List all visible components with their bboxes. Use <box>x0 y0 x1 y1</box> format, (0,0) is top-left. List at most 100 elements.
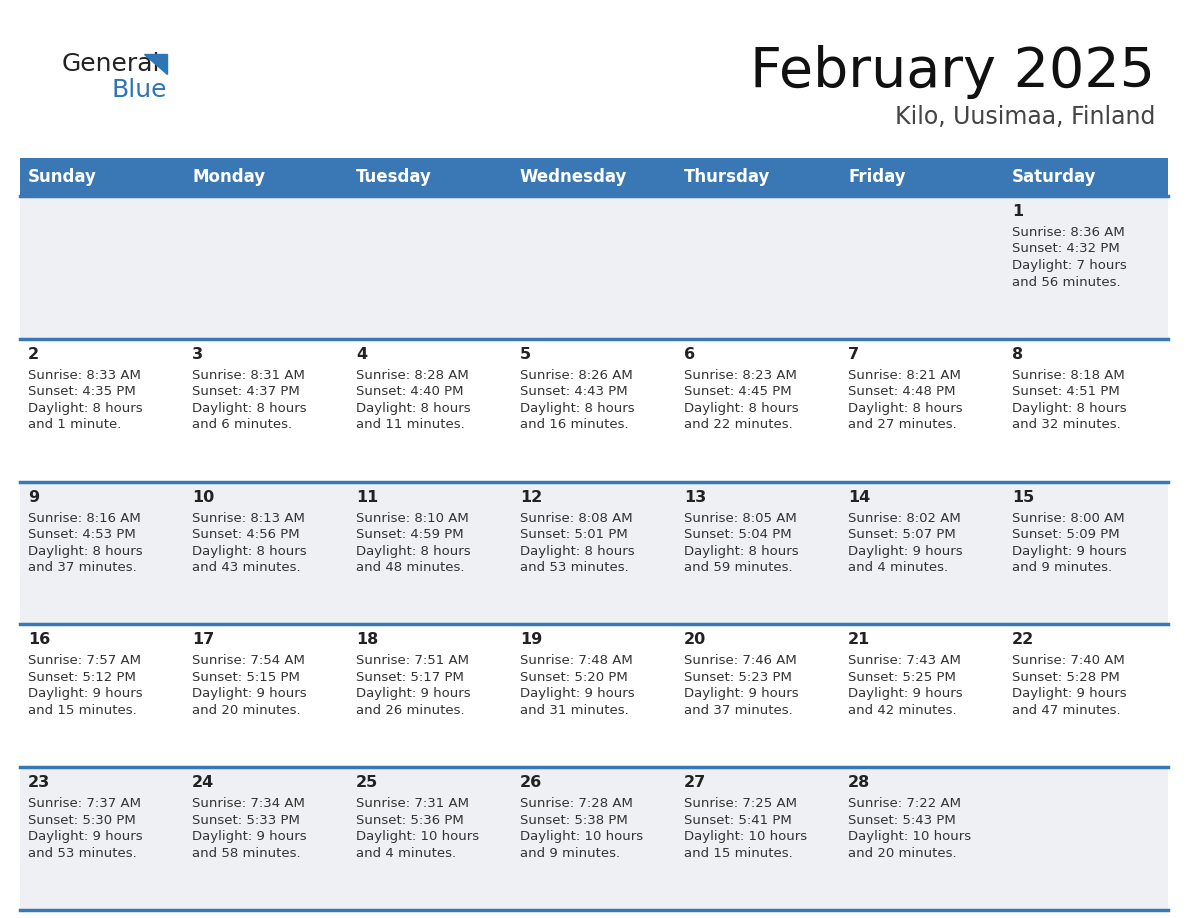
Text: Daylight: 9 hours: Daylight: 9 hours <box>684 688 798 700</box>
Bar <box>676 158 840 196</box>
Text: Daylight: 8 hours: Daylight: 8 hours <box>356 402 470 415</box>
Bar <box>20 624 184 767</box>
Text: 27: 27 <box>684 775 706 790</box>
Text: Daylight: 8 hours: Daylight: 8 hours <box>29 544 143 557</box>
Text: Friday: Friday <box>848 168 905 186</box>
Text: Daylight: 9 hours: Daylight: 9 hours <box>192 688 307 700</box>
Bar <box>676 624 840 767</box>
Bar <box>184 158 348 196</box>
Text: Daylight: 9 hours: Daylight: 9 hours <box>29 688 143 700</box>
Bar <box>348 767 512 910</box>
Text: and 15 minutes.: and 15 minutes. <box>684 846 792 859</box>
Bar <box>512 482 676 624</box>
Text: Sunset: 4:35 PM: Sunset: 4:35 PM <box>29 386 135 398</box>
Text: 9: 9 <box>29 489 39 505</box>
Text: Sunset: 4:43 PM: Sunset: 4:43 PM <box>520 386 627 398</box>
Text: and 11 minutes.: and 11 minutes. <box>356 419 465 431</box>
Text: Daylight: 9 hours: Daylight: 9 hours <box>520 688 634 700</box>
Bar <box>20 196 184 339</box>
Text: and 1 minute.: and 1 minute. <box>29 419 121 431</box>
Text: and 6 minutes.: and 6 minutes. <box>192 419 292 431</box>
Text: and 31 minutes.: and 31 minutes. <box>520 704 628 717</box>
Text: 28: 28 <box>848 775 871 790</box>
Text: General: General <box>62 52 160 76</box>
Text: Sunset: 4:45 PM: Sunset: 4:45 PM <box>684 386 791 398</box>
Text: Sunset: 5:30 PM: Sunset: 5:30 PM <box>29 813 135 827</box>
Text: Sunset: 5:17 PM: Sunset: 5:17 PM <box>356 671 463 684</box>
Text: Sunset: 4:40 PM: Sunset: 4:40 PM <box>356 386 463 398</box>
Text: and 32 minutes.: and 32 minutes. <box>1012 419 1120 431</box>
Bar <box>348 339 512 482</box>
Text: Daylight: 8 hours: Daylight: 8 hours <box>356 544 470 557</box>
Text: Sunrise: 8:08 AM: Sunrise: 8:08 AM <box>520 511 633 524</box>
Text: 18: 18 <box>356 633 378 647</box>
Text: Daylight: 8 hours: Daylight: 8 hours <box>520 402 634 415</box>
Bar <box>676 482 840 624</box>
Text: Sunset: 5:01 PM: Sunset: 5:01 PM <box>520 528 627 541</box>
Text: and 16 minutes.: and 16 minutes. <box>520 419 628 431</box>
Text: Sunset: 5:36 PM: Sunset: 5:36 PM <box>356 813 463 827</box>
Text: Daylight: 8 hours: Daylight: 8 hours <box>29 402 143 415</box>
Text: Sunrise: 8:28 AM: Sunrise: 8:28 AM <box>356 369 469 382</box>
Bar <box>512 196 676 339</box>
Bar <box>184 196 348 339</box>
Text: 25: 25 <box>356 775 378 790</box>
Bar <box>840 158 1004 196</box>
Text: Sunrise: 7:46 AM: Sunrise: 7:46 AM <box>684 655 797 667</box>
Text: Sunset: 5:38 PM: Sunset: 5:38 PM <box>520 813 627 827</box>
Bar <box>348 482 512 624</box>
Text: Daylight: 8 hours: Daylight: 8 hours <box>684 402 798 415</box>
Text: 16: 16 <box>29 633 50 647</box>
Text: Sunrise: 8:36 AM: Sunrise: 8:36 AM <box>1012 226 1125 239</box>
Text: 12: 12 <box>520 489 542 505</box>
Text: Daylight: 8 hours: Daylight: 8 hours <box>848 402 962 415</box>
Text: and 22 minutes.: and 22 minutes. <box>684 419 792 431</box>
Text: Sunrise: 7:37 AM: Sunrise: 7:37 AM <box>29 797 141 811</box>
Bar <box>840 482 1004 624</box>
Text: Sunrise: 8:21 AM: Sunrise: 8:21 AM <box>848 369 961 382</box>
Text: and 9 minutes.: and 9 minutes. <box>1012 561 1112 574</box>
Bar <box>1004 158 1168 196</box>
Text: and 58 minutes.: and 58 minutes. <box>192 846 301 859</box>
Text: Tuesday: Tuesday <box>356 168 432 186</box>
Text: Wednesday: Wednesday <box>520 168 627 186</box>
Bar <box>840 339 1004 482</box>
Text: Daylight: 9 hours: Daylight: 9 hours <box>192 830 307 844</box>
Text: Sunrise: 8:02 AM: Sunrise: 8:02 AM <box>848 511 961 524</box>
Text: 3: 3 <box>192 347 203 362</box>
Bar <box>20 767 184 910</box>
Bar <box>348 158 512 196</box>
Bar <box>184 482 348 624</box>
Text: and 4 minutes.: and 4 minutes. <box>848 561 948 574</box>
Text: Daylight: 8 hours: Daylight: 8 hours <box>1012 402 1126 415</box>
Text: Sunset: 5:12 PM: Sunset: 5:12 PM <box>29 671 135 684</box>
Text: and 9 minutes.: and 9 minutes. <box>520 846 620 859</box>
Text: Sunset: 5:09 PM: Sunset: 5:09 PM <box>1012 528 1119 541</box>
Bar <box>676 767 840 910</box>
Text: 6: 6 <box>684 347 695 362</box>
Bar <box>840 624 1004 767</box>
Bar <box>676 339 840 482</box>
Text: 24: 24 <box>192 775 214 790</box>
Text: and 27 minutes.: and 27 minutes. <box>848 419 956 431</box>
Bar <box>20 158 184 196</box>
Text: Daylight: 9 hours: Daylight: 9 hours <box>848 688 962 700</box>
Bar <box>184 339 348 482</box>
Text: 10: 10 <box>192 489 214 505</box>
Text: Sunset: 4:37 PM: Sunset: 4:37 PM <box>192 386 299 398</box>
Text: Daylight: 9 hours: Daylight: 9 hours <box>29 830 143 844</box>
Text: Sunset: 4:56 PM: Sunset: 4:56 PM <box>192 528 299 541</box>
Text: Sunrise: 7:22 AM: Sunrise: 7:22 AM <box>848 797 961 811</box>
Text: Daylight: 9 hours: Daylight: 9 hours <box>356 688 470 700</box>
Text: 19: 19 <box>520 633 542 647</box>
Text: 11: 11 <box>356 489 378 505</box>
Bar <box>348 624 512 767</box>
Text: Sunset: 5:04 PM: Sunset: 5:04 PM <box>684 528 791 541</box>
Text: 5: 5 <box>520 347 531 362</box>
Text: Sunset: 4:48 PM: Sunset: 4:48 PM <box>848 386 955 398</box>
Text: Sunrise: 8:23 AM: Sunrise: 8:23 AM <box>684 369 797 382</box>
Text: 17: 17 <box>192 633 214 647</box>
Text: Sunset: 4:51 PM: Sunset: 4:51 PM <box>1012 386 1120 398</box>
Text: Sunset: 5:25 PM: Sunset: 5:25 PM <box>848 671 956 684</box>
Bar <box>512 339 676 482</box>
